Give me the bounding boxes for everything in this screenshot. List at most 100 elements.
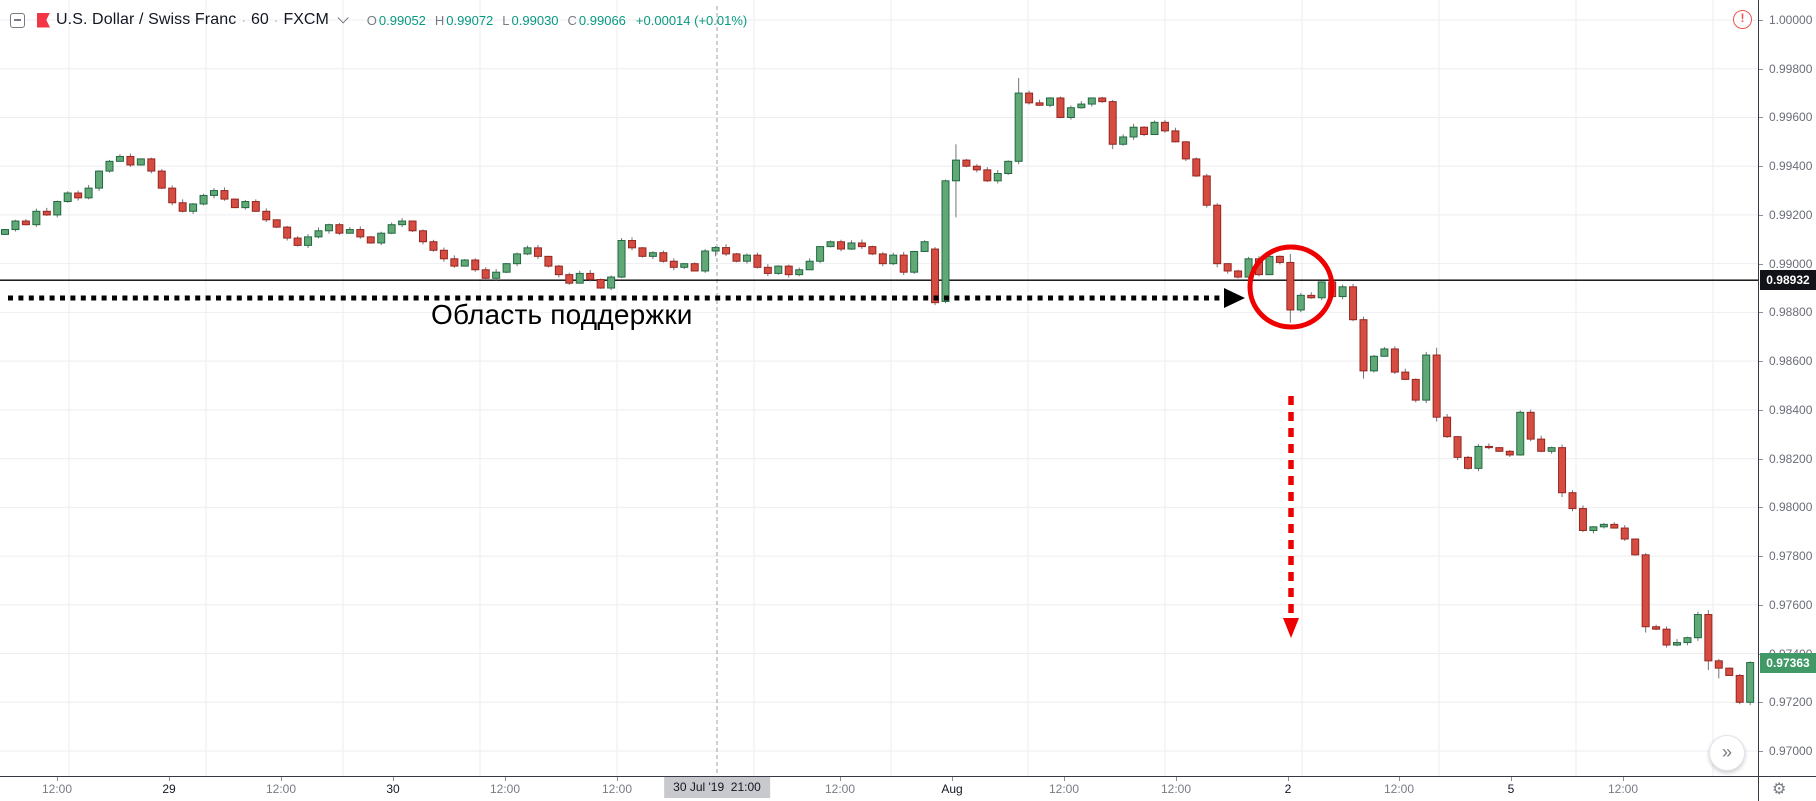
candle-body <box>199 194 208 205</box>
candle-body <box>1432 354 1441 418</box>
price-axis-label: 0.98200 <box>1769 451 1813 466</box>
time-axis-label: 12:00 <box>1383 782 1415 796</box>
time-axis-label: 12:00 <box>1160 782 1192 796</box>
candle-body <box>147 158 156 172</box>
close-label: C <box>567 12 577 28</box>
candle-body <box>1578 508 1587 531</box>
candle-body <box>533 247 542 257</box>
time-axis-label: 12:00 <box>1048 782 1080 796</box>
candle-body <box>492 271 501 279</box>
candle-body <box>32 210 41 226</box>
settings-gear-icon[interactable]: ⚙ <box>1772 781 1787 798</box>
alert-warning-icon[interactable]: ! <box>1733 10 1752 29</box>
candle-body <box>471 259 480 271</box>
candle-body <box>1558 447 1567 494</box>
candle-body <box>1140 126 1149 136</box>
price-axis-label: 0.98800 <box>1769 305 1813 320</box>
candle-body <box>1620 527 1629 540</box>
time-axis-label: 12:00 <box>824 782 856 796</box>
scroll-to-recent-button[interactable]: » <box>1709 735 1745 771</box>
candle-body <box>1275 255 1284 263</box>
candle-body <box>1474 445 1483 469</box>
candle-body <box>1693 614 1702 639</box>
candle-body <box>304 236 313 246</box>
arrowhead-right-icon <box>1224 288 1245 308</box>
candle-body <box>1641 554 1650 628</box>
candle-body <box>115 155 124 162</box>
candle-body <box>460 259 469 267</box>
candle-body <box>251 201 260 212</box>
candle-body <box>168 187 177 204</box>
candle-body <box>157 170 166 189</box>
legend-separator: · <box>241 12 246 28</box>
time-tick <box>1623 777 1624 781</box>
candle-body <box>983 169 992 182</box>
price-tick <box>1759 214 1763 216</box>
candle-body <box>732 253 741 262</box>
symbol-flag-icon[interactable] <box>37 12 50 28</box>
candle-body <box>1349 286 1358 321</box>
exchange-value[interactable]: FXCM <box>283 11 329 28</box>
candle-body <box>910 250 919 273</box>
candle-body <box>1025 92 1034 104</box>
price-axis-label: 0.97800 <box>1769 549 1813 564</box>
candle-body <box>1443 416 1452 438</box>
candle-body <box>1338 286 1347 298</box>
time-axis[interactable]: 30 Jul '19 21:00 12:00 29 12:00 30 12:00 12:0… <box>0 776 1758 801</box>
candle-body <box>387 224 396 234</box>
candle-body <box>53 201 62 216</box>
price-tick <box>1759 507 1763 509</box>
candle-body <box>753 254 762 268</box>
time-tick <box>840 777 841 781</box>
breakdown-circle <box>1247 244 1335 330</box>
candle-body <box>701 250 710 272</box>
candle-body <box>1234 270 1243 278</box>
open-label: O <box>366 12 377 28</box>
candle-body <box>920 241 929 252</box>
candle-body <box>1390 348 1399 373</box>
time-axis-label: 29 <box>162 782 176 796</box>
legend-collapse-button[interactable] <box>10 12 25 28</box>
high-label: H <box>434 12 445 28</box>
interval-value[interactable]: 60 <box>250 11 269 28</box>
candle-body <box>1537 438 1546 452</box>
candle-body <box>784 265 793 276</box>
candle-body <box>356 229 365 238</box>
candle-body <box>439 249 448 260</box>
candle-body <box>878 253 887 265</box>
chevron-down-icon[interactable] <box>337 12 349 24</box>
time-axis-label: 12:00 <box>41 782 73 796</box>
candle-body <box>1599 523 1608 528</box>
candle-body <box>1495 447 1504 452</box>
candle-body <box>596 279 605 289</box>
candle-body <box>178 202 187 212</box>
candlestick-chart[interactable] <box>0 0 1758 776</box>
low-value: 0.99030 <box>511 12 559 28</box>
legend-separator: · <box>273 12 279 28</box>
low-label: L <box>502 12 510 28</box>
symbol-title[interactable]: U.S. Dollar / Swiss Franc <box>56 11 237 28</box>
candle-body <box>1369 355 1378 372</box>
candle-body <box>1171 130 1180 143</box>
candle-body <box>429 241 438 251</box>
candle-body <box>1516 411 1525 456</box>
candle-body <box>1150 121 1159 136</box>
price-axis-label: 0.99200 <box>1769 207 1813 222</box>
price-axis-label: 0.98600 <box>1769 354 1813 369</box>
price-tick <box>1759 409 1763 411</box>
high-value: 0.99072 <box>446 12 494 28</box>
price-tick <box>1759 68 1763 70</box>
price-axis[interactable]: 0.98932 0.97363 1.00000 0.99800 0.99600 0.9… <box>1758 0 1816 801</box>
candle-body <box>1568 492 1577 510</box>
candle-body <box>450 258 459 267</box>
price-axis-label: 0.99600 <box>1769 110 1813 125</box>
time-tick <box>952 777 953 781</box>
candle-body <box>136 158 145 166</box>
time-tick <box>505 777 506 781</box>
candle-body <box>1077 103 1086 109</box>
time-axis-label: 12:00 <box>489 782 521 796</box>
candle-body <box>220 190 229 200</box>
close-value: 0.99066 <box>578 12 626 28</box>
crosshair-date-label: 30 Jul '19 21:00 <box>664 777 770 798</box>
